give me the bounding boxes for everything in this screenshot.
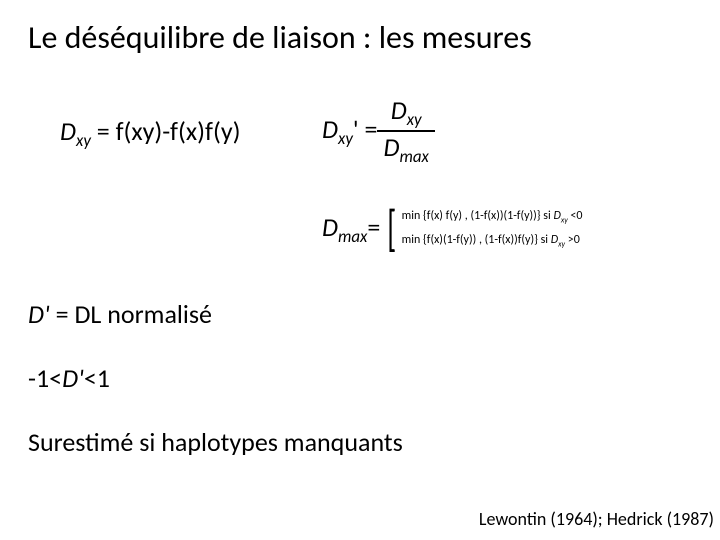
den-sub: max bbox=[399, 147, 428, 168]
num-var: D bbox=[391, 94, 407, 126]
equation-dxy-definition: Dxy = f(xy)-f(x)f(y) bbox=[60, 115, 240, 151]
case-neg: min {f(x) f(y) , (1-f(x))(1-f(y))} si Dx… bbox=[402, 205, 583, 229]
eq1-rhs: = f(xy)-f(x)f(y) bbox=[91, 115, 241, 147]
text-range: -1<D'<1 bbox=[28, 362, 110, 394]
den-var: D bbox=[383, 131, 399, 163]
slide-title: Le déséquilibre de liaison : les mesures bbox=[28, 18, 532, 57]
dmax-sub: max bbox=[338, 226, 367, 247]
case-pos: min {f(x)(1-f(y)) , (1-f(x))f(y)} si Dxy… bbox=[402, 229, 583, 253]
dmax-var: D bbox=[322, 211, 338, 243]
sub-xy: xy bbox=[338, 129, 353, 150]
prime-eq: ' = bbox=[353, 113, 378, 145]
sub-xy: xy bbox=[76, 130, 91, 151]
equation-dxy-prime: Dxy' = Dxy Dmax bbox=[322, 95, 435, 168]
text-surestime: Surestimé si haplotypes manquants bbox=[28, 426, 403, 458]
var-d: D bbox=[60, 115, 76, 147]
bracket-icon: [ bbox=[387, 209, 396, 249]
var-d: D bbox=[322, 113, 338, 145]
dmax-eq: = bbox=[367, 211, 380, 243]
num-sub: xy bbox=[407, 109, 422, 130]
text-dl-normalise: D' = DL normalisé bbox=[28, 298, 212, 330]
equation-dmax: Dmax= [ min {f(x) f(y) , (1-f(x))(1-f(y)… bbox=[322, 205, 583, 253]
citation: Lewontin (1964); Hedrick (1987) bbox=[479, 508, 714, 530]
fraction: Dxy Dmax bbox=[377, 95, 434, 168]
dmax-cases: min {f(x) f(y) , (1-f(x))(1-f(y))} si Dx… bbox=[402, 205, 583, 253]
